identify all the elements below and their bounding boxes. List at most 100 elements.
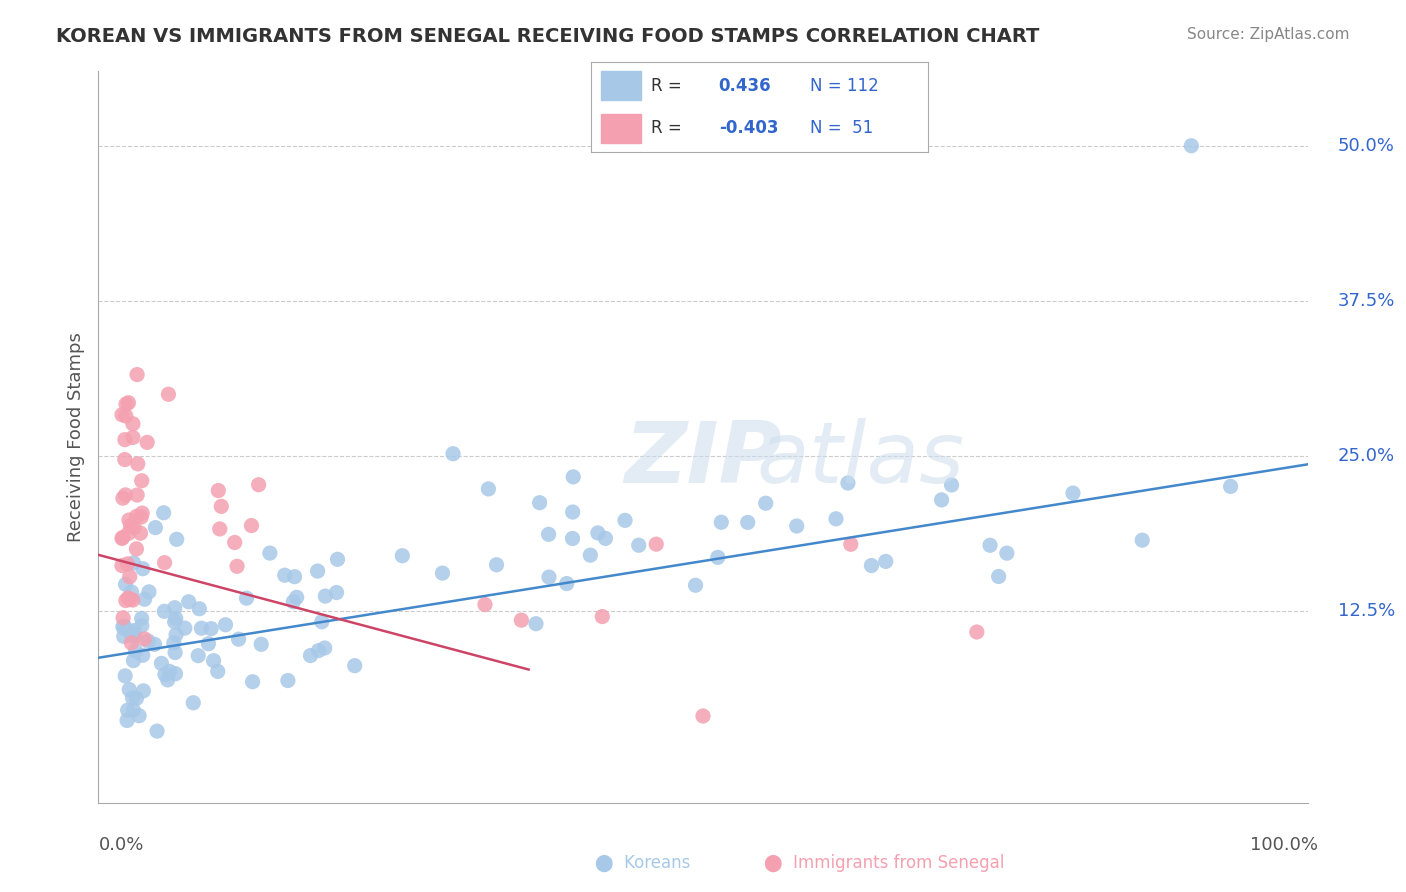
Koreans [165, 646, 187, 660]
Koreans [197, 637, 219, 651]
Koreans [299, 648, 322, 663]
Koreans [181, 696, 204, 710]
Immigrants from Senegal [127, 457, 149, 471]
Immigrants from Senegal [115, 397, 138, 411]
Koreans [561, 532, 583, 546]
Immigrants from Senegal [114, 452, 136, 467]
Koreans [132, 648, 155, 663]
Koreans [138, 585, 160, 599]
Koreans [165, 628, 187, 642]
Koreans [165, 611, 187, 625]
Koreans [122, 703, 145, 717]
Koreans [152, 506, 174, 520]
Koreans [432, 566, 454, 581]
Koreans [837, 475, 859, 490]
Immigrants from Senegal [129, 526, 152, 541]
Koreans [124, 624, 146, 638]
Koreans [122, 556, 145, 570]
Text: N =  51: N = 51 [810, 120, 873, 137]
Koreans [121, 628, 143, 642]
Koreans [995, 546, 1018, 560]
Immigrants from Senegal [111, 558, 134, 573]
Immigrants from Senegal [240, 518, 263, 533]
Immigrants from Senegal [209, 500, 232, 514]
Koreans [586, 525, 609, 540]
Koreans [159, 665, 181, 679]
Immigrants from Senegal [157, 387, 180, 401]
Koreans [627, 538, 650, 552]
Koreans [131, 611, 153, 625]
Koreans [979, 538, 1001, 552]
Text: 12.5%: 12.5% [1339, 601, 1395, 620]
Koreans [143, 637, 166, 651]
Koreans [128, 708, 150, 723]
Koreans [150, 657, 173, 671]
Text: ZIP: ZIP [624, 417, 782, 500]
Text: 50.0%: 50.0% [1339, 136, 1395, 154]
Immigrants from Senegal [111, 531, 134, 545]
Text: 0.436: 0.436 [718, 77, 772, 95]
Immigrants from Senegal [127, 488, 149, 502]
Koreans [307, 564, 329, 578]
Koreans [343, 658, 366, 673]
Bar [600, 114, 641, 143]
Immigrants from Senegal [114, 409, 136, 423]
Immigrants from Senegal [474, 598, 496, 612]
Koreans [153, 667, 176, 681]
Immigrants from Senegal [117, 526, 139, 541]
Immigrants from Senegal [125, 509, 148, 524]
Y-axis label: Receiving Food Stamps: Receiving Food Stamps [66, 332, 84, 542]
Koreans [825, 512, 848, 526]
Koreans [562, 470, 585, 484]
Text: 100.0%: 100.0% [1250, 836, 1319, 854]
Koreans [685, 578, 707, 592]
Immigrants from Senegal [117, 557, 139, 571]
Text: R =: R = [651, 120, 682, 137]
Koreans [931, 492, 953, 507]
Koreans [250, 637, 273, 651]
Koreans [124, 630, 146, 644]
Immigrants from Senegal [118, 592, 141, 607]
Koreans [121, 690, 143, 705]
Koreans [117, 703, 139, 717]
Koreans [112, 621, 135, 635]
Koreans [1180, 138, 1202, 153]
Immigrants from Senegal [118, 513, 141, 527]
Koreans [228, 632, 250, 647]
Koreans [132, 683, 155, 698]
Koreans [111, 620, 134, 634]
Immigrants from Senegal [966, 625, 988, 640]
Immigrants from Senegal [131, 506, 153, 520]
Immigrants from Senegal [118, 570, 141, 584]
Immigrants from Senegal [224, 535, 246, 549]
Koreans [122, 654, 145, 668]
Immigrants from Senegal [114, 433, 136, 447]
Immigrants from Senegal [111, 491, 134, 505]
Immigrants from Senegal [122, 430, 145, 444]
Koreans [163, 615, 186, 629]
Immigrants from Senegal [226, 559, 249, 574]
Koreans [136, 634, 159, 648]
Koreans [441, 447, 464, 461]
Koreans [145, 521, 167, 535]
Koreans [477, 482, 499, 496]
Koreans [190, 621, 212, 635]
Koreans [153, 604, 176, 618]
Text: N = 112: N = 112 [810, 77, 879, 95]
Koreans [283, 570, 305, 584]
Koreans [202, 654, 225, 668]
Immigrants from Senegal [247, 477, 270, 491]
Immigrants from Senegal [839, 537, 862, 551]
Koreans [124, 644, 146, 658]
Immigrants from Senegal [114, 488, 136, 502]
Koreans [200, 622, 222, 636]
Immigrants from Senegal [127, 368, 149, 382]
Koreans [156, 673, 179, 687]
Immigrants from Senegal [510, 613, 533, 627]
Koreans [326, 552, 349, 566]
Koreans [524, 616, 547, 631]
Immigrants from Senegal [692, 709, 714, 723]
Koreans [163, 636, 186, 650]
Text: -0.403: -0.403 [718, 120, 779, 137]
Koreans [165, 666, 187, 681]
